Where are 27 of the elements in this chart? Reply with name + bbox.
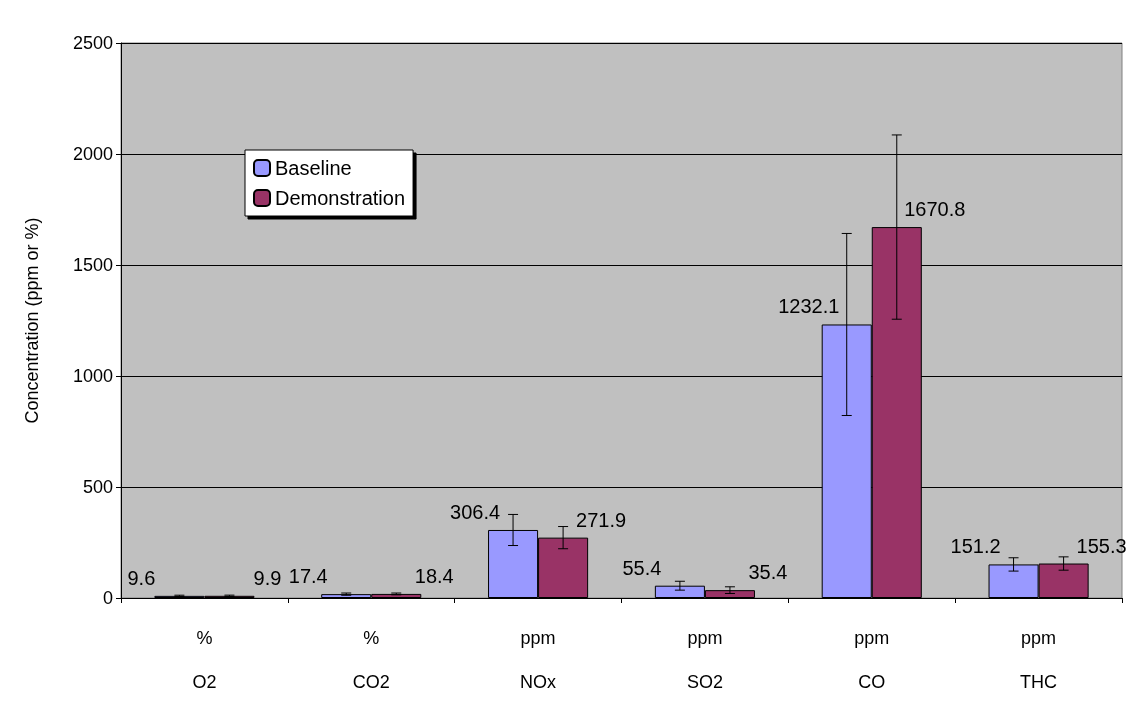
y-tick-label: 500: [82, 477, 113, 497]
category-label: % CO2: [352, 628, 390, 692]
y-tick-label: 1000: [72, 366, 113, 386]
data-label: 306.4: [450, 500, 501, 523]
category-label: ppm THC: [1020, 628, 1058, 692]
data-label: 9.9: [253, 566, 282, 589]
data-label: 151.2: [950, 535, 1001, 558]
y-axis-title: Concentration (ppm or %): [22, 217, 42, 424]
legend-label: Baseline: [275, 157, 352, 179]
category-label: ppm CO: [854, 628, 890, 692]
data-label: 55.4: [622, 556, 662, 579]
data-label: 9.6: [127, 566, 156, 589]
data-label: 271.9: [576, 508, 627, 531]
y-tick-label: 2500: [72, 33, 113, 53]
y-tick-label: 2000: [72, 144, 113, 164]
y-tick-label: 0: [102, 588, 113, 608]
data-label: 18.4: [414, 564, 454, 587]
data-label: 155.3: [1076, 534, 1127, 557]
category-label: ppm SO2: [686, 628, 723, 692]
data-label: 35.4: [748, 561, 788, 584]
data-label: 1232.1: [778, 295, 840, 318]
y-tick-label: 1500: [72, 255, 113, 275]
legend-label: Demonstration: [275, 187, 406, 209]
data-label: 1670.8: [904, 198, 966, 221]
category-label: ppm NOx: [520, 628, 557, 692]
data-label: 17.4: [288, 565, 328, 588]
category-label: % O2: [192, 628, 217, 692]
